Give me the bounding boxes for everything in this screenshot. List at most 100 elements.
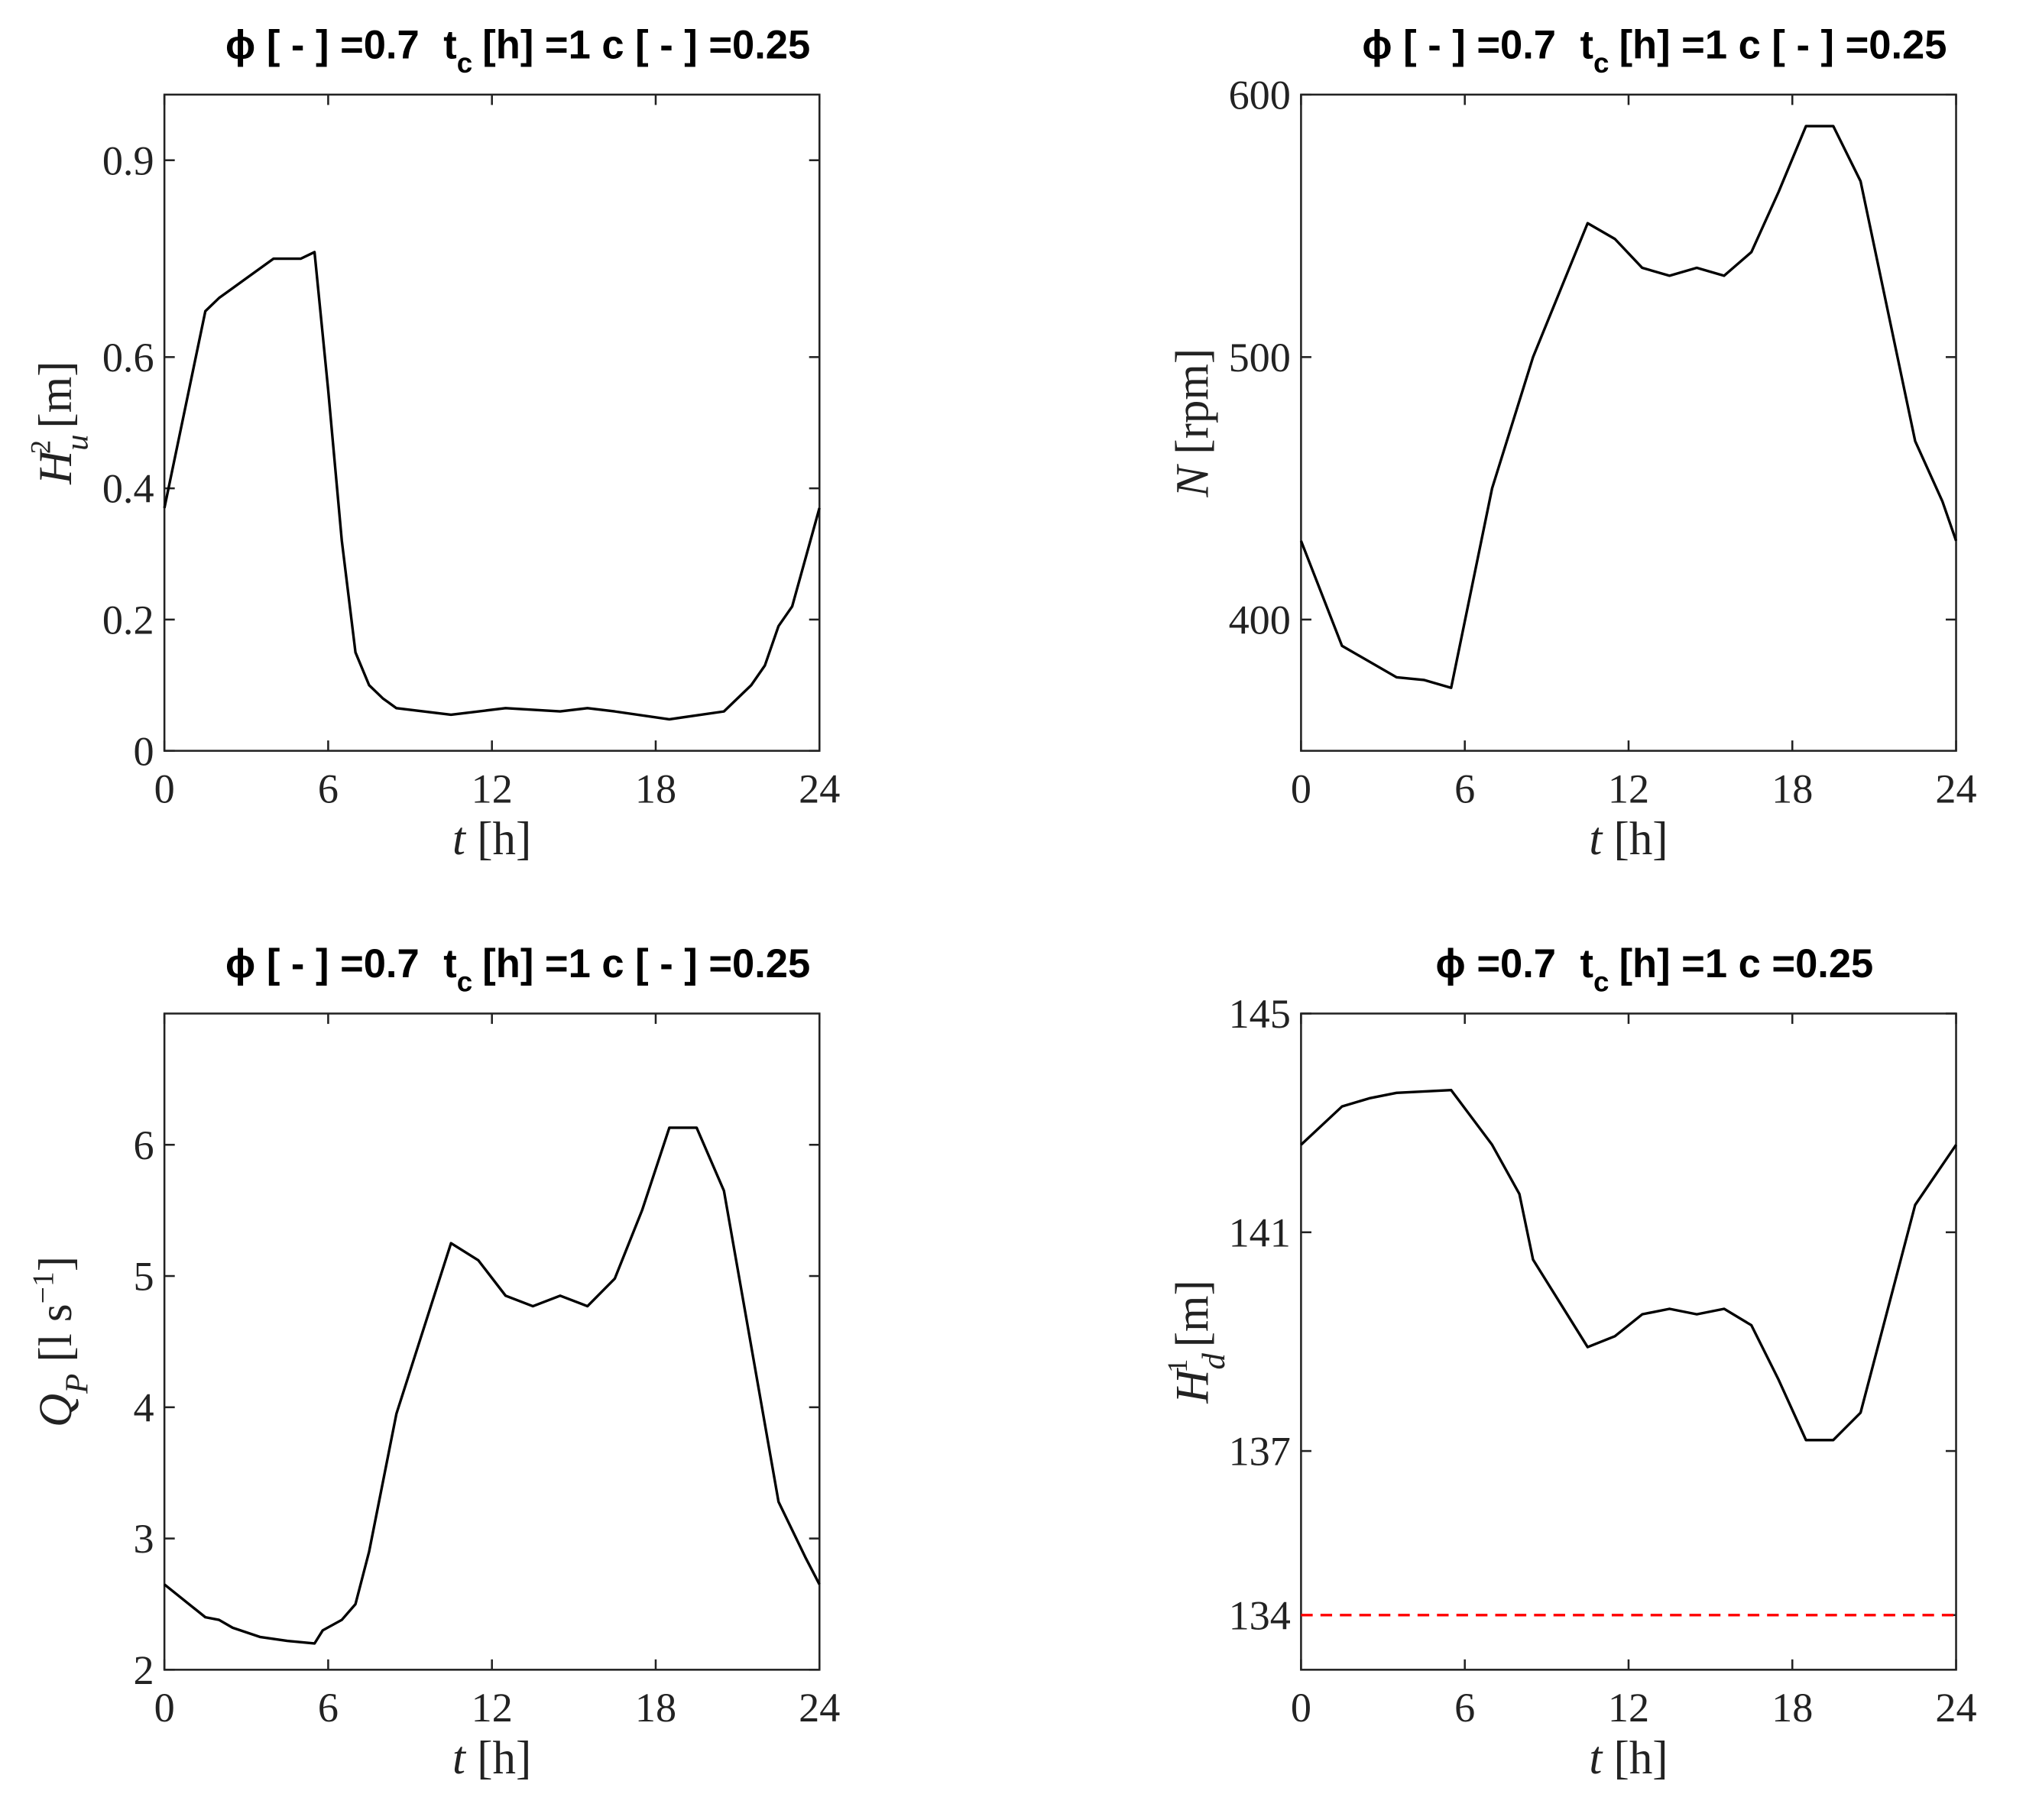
x-tick-label: 0 bbox=[1291, 766, 1311, 811]
x-tick-label: 0 bbox=[1291, 1685, 1311, 1731]
x-tick-label: 12 bbox=[472, 766, 513, 811]
chart-title-part: [h] =1 c [ - ] =0.25 bbox=[482, 941, 810, 986]
y-tick-label: 5 bbox=[133, 1254, 154, 1300]
x-axis-label: t [h] bbox=[1589, 1733, 1668, 1784]
data-line bbox=[1299, 125, 1958, 689]
x-tick-label: 12 bbox=[472, 1685, 513, 1731]
y-tick-label: 0.6 bbox=[102, 335, 154, 381]
chart-title: ϕ [ - ] =0.7 tc [h] =1 c [ - ] =0.25 bbox=[225, 941, 810, 997]
y-tick-label: 0.2 bbox=[102, 597, 154, 643]
y-tick-label: 137 bbox=[1229, 1429, 1291, 1475]
x-axis-label-part: [h] bbox=[477, 1733, 531, 1784]
y-axis-label-part: [m] bbox=[1167, 1280, 1218, 1347]
y-tick-label: 141 bbox=[1229, 1210, 1291, 1255]
x-tick-label: 6 bbox=[318, 766, 339, 811]
y-tick-label: 0.9 bbox=[102, 138, 154, 183]
y-tick-label: 145 bbox=[1229, 991, 1291, 1037]
chart-title-part: [h] =1 c [ - ] =0.25 bbox=[1619, 22, 1947, 67]
y-axis-label-part: P bbox=[60, 1374, 96, 1394]
x-tick-label: 12 bbox=[1608, 766, 1649, 811]
data-line bbox=[163, 251, 821, 721]
x-tick-label: 24 bbox=[1935, 766, 1976, 811]
y-axis-label: QP [l s−1] bbox=[26, 1256, 96, 1427]
chart-title-part: ϕ =0.7 bbox=[1435, 941, 1556, 986]
x-axis-label-part: t bbox=[1589, 814, 1603, 865]
y-tick-label: 3 bbox=[133, 1516, 154, 1562]
y-axis-label-part: d bbox=[1196, 1353, 1232, 1370]
chart-title-part: [h] =1 c =0.25 bbox=[1619, 941, 1874, 986]
y-axis-label-part: [rpm] bbox=[1167, 348, 1218, 455]
x-tick-label: 6 bbox=[318, 1685, 339, 1731]
y-tick-label: 4 bbox=[133, 1384, 154, 1430]
chart-title-part: ϕ [ - ] =0.7 bbox=[225, 22, 420, 67]
x-tick-label: 12 bbox=[1608, 1685, 1649, 1731]
x-axis-label-part: t bbox=[452, 1733, 467, 1784]
y-axis-label-part: 1 bbox=[1162, 1359, 1193, 1373]
y-axis-label-part: H bbox=[31, 449, 82, 485]
chart-title-part: t bbox=[1580, 22, 1593, 67]
y-tick-label: 0.4 bbox=[102, 466, 154, 512]
chart-title-part: ϕ [ - ] =0.7 bbox=[1362, 22, 1556, 67]
plot-area bbox=[1300, 93, 1957, 752]
y-axis-label-part: 2 bbox=[25, 440, 57, 454]
y-axis-label-part: N bbox=[1167, 464, 1218, 498]
x-tick-label: 0 bbox=[154, 766, 175, 811]
y-axis-label-part: −1 bbox=[26, 1271, 60, 1303]
x-tick-label: 6 bbox=[1454, 1685, 1475, 1731]
x-tick-label: 18 bbox=[635, 766, 676, 811]
y-axis-label: Hd1 [m] bbox=[1162, 1280, 1232, 1404]
x-axis-label: t [h] bbox=[452, 814, 531, 865]
y-tick-label: 600 bbox=[1229, 72, 1291, 118]
x-axis-label-part: t bbox=[1589, 1733, 1603, 1784]
y-tick-label: 500 bbox=[1229, 335, 1291, 381]
plot-area bbox=[163, 1012, 821, 1671]
x-axis-label: t [h] bbox=[1589, 814, 1668, 865]
y-tick-label: 400 bbox=[1229, 597, 1291, 643]
y-tick-label: 2 bbox=[133, 1647, 154, 1693]
x-tick-label: 24 bbox=[799, 1685, 840, 1731]
data-line bbox=[1300, 1089, 1957, 1442]
x-axis-label-part: t bbox=[452, 814, 467, 865]
plot-area bbox=[163, 93, 821, 752]
chart-title: ϕ [ - ] =0.7 tc [h] =1 c [ - ] =0.25 bbox=[1362, 22, 1947, 78]
chart-title-part: t bbox=[443, 941, 456, 986]
chart-title-part: c bbox=[457, 47, 472, 79]
chart-title: ϕ [ - ] =0.7 tc [h] =1 c [ - ] =0.25 bbox=[225, 22, 810, 78]
chart-title-part: c bbox=[1593, 966, 1609, 997]
y-axis-label: N [rpm] bbox=[1167, 348, 1218, 498]
x-axis-label-part: [h] bbox=[1614, 814, 1668, 865]
x-tick-label: 18 bbox=[1772, 766, 1813, 811]
plot-area bbox=[1300, 1012, 1957, 1671]
y-tick-label: 0 bbox=[133, 728, 154, 774]
x-tick-label: 24 bbox=[1935, 1685, 1976, 1731]
data-line bbox=[164, 1126, 821, 1645]
chart-title-part: [h] =1 c [ - ] =0.25 bbox=[482, 22, 810, 67]
chart-title-part: t bbox=[443, 22, 456, 67]
x-tick-label: 24 bbox=[799, 766, 840, 811]
x-axis-label-part: [h] bbox=[1614, 1733, 1668, 1784]
y-axis-label-part: Q bbox=[31, 1394, 82, 1427]
y-axis-label: Hu2 [m] bbox=[25, 361, 96, 485]
y-tick-label: 6 bbox=[133, 1122, 154, 1168]
chart-title-part: t bbox=[1580, 941, 1593, 986]
y-axis-label-part: u bbox=[60, 435, 96, 451]
y-axis-label-part: ] bbox=[31, 1256, 82, 1271]
x-tick-label: 18 bbox=[1772, 1685, 1813, 1731]
x-tick-label: 18 bbox=[635, 1685, 676, 1731]
y-tick-label: 134 bbox=[1229, 1592, 1291, 1638]
y-axis-label-part: [l s bbox=[31, 1303, 82, 1362]
y-axis-label-part: H bbox=[1167, 1368, 1218, 1404]
chart-title: ϕ =0.7 tc [h] =1 c =0.25 bbox=[1435, 941, 1873, 997]
x-axis-label: t [h] bbox=[452, 1733, 531, 1784]
chart-title-part: ϕ [ - ] =0.7 bbox=[225, 941, 420, 986]
x-axis-label-part: [h] bbox=[477, 814, 531, 865]
x-tick-label: 6 bbox=[1454, 766, 1475, 811]
x-tick-label: 0 bbox=[154, 1685, 175, 1731]
chart-title-part: c bbox=[457, 966, 472, 997]
chart-title-part: c bbox=[1593, 47, 1609, 79]
y-axis-label-part: [m] bbox=[31, 361, 82, 429]
